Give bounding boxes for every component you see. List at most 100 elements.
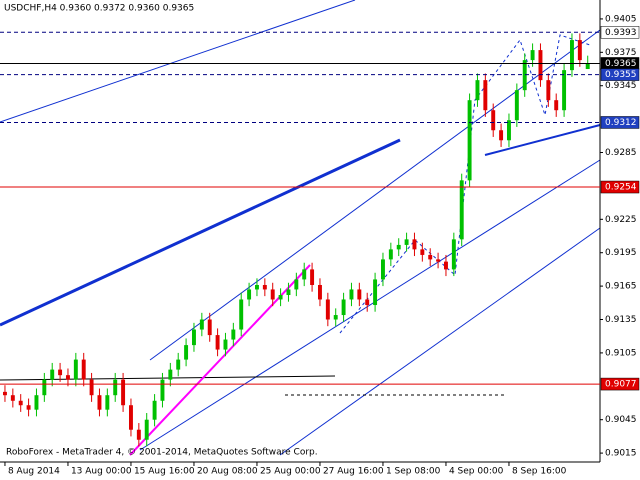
- candle-body: [522, 60, 527, 91]
- channel-line: [139, 159, 601, 451]
- channel-line: [279, 227, 601, 456]
- candle-body: [443, 261, 448, 270]
- y-tick-label: 0.9345: [605, 81, 637, 91]
- candle-body: [239, 299, 244, 330]
- y-tick-label: 0.9105: [605, 348, 637, 358]
- candle-body: [89, 379, 94, 396]
- level-label: 0.9077: [605, 380, 637, 390]
- candle-body: [538, 50, 543, 81]
- candle-body: [420, 249, 425, 255]
- candle-body: [562, 70, 567, 111]
- y-tick-label: 0.9165: [605, 282, 637, 292]
- candle-body: [514, 90, 519, 121]
- y-tick-label: 0.9015: [605, 449, 637, 459]
- candle-body: [121, 379, 126, 406]
- x-tick-label: 4 Sep 00:00: [449, 467, 504, 477]
- level-label-box: [600, 68, 640, 81]
- candle-body: [499, 130, 504, 141]
- candle-body: [451, 239, 456, 270]
- candle-body: [199, 319, 204, 330]
- y-tick-label: 0.9135: [605, 315, 637, 325]
- candle-body: [388, 249, 393, 260]
- candle-body: [483, 80, 488, 111]
- candle-body: [152, 400, 157, 420]
- candle-body: [97, 395, 102, 410]
- level-label: 0.9254: [605, 183, 637, 193]
- candle-body: [396, 244, 401, 250]
- candle-body: [404, 239, 409, 245]
- candle-body: [380, 259, 385, 280]
- candle-body: [58, 369, 63, 376]
- candle-body: [491, 110, 496, 131]
- candle-body: [136, 429, 141, 440]
- candle-body: [223, 339, 228, 350]
- candle-body: [310, 269, 315, 285]
- y-tick-label: 0.9225: [605, 215, 637, 225]
- trend-line: [0, 375, 336, 381]
- level-label: 0.9393: [605, 28, 637, 38]
- trend-line: [0, 138, 401, 327]
- candle-body: [286, 289, 291, 296]
- candle-body: [18, 400, 23, 406]
- candle-body: [113, 379, 118, 396]
- x-tick-label: 27 Aug 16:00: [323, 467, 384, 477]
- y-tick-label: 0.9195: [605, 248, 637, 258]
- candle-body: [128, 405, 133, 430]
- y-tick-label: 0.9045: [605, 415, 637, 425]
- channel-line: [0, 0, 356, 123]
- candle-body: [428, 254, 433, 260]
- candle-body: [569, 40, 574, 71]
- candle-body: [247, 289, 252, 300]
- x-tick-label: 20 Aug 08:00: [197, 467, 258, 477]
- candle-body: [2, 391, 7, 396]
- candle-body: [168, 369, 173, 380]
- candle-body: [357, 289, 362, 300]
- y-tick-label: 0.9375: [605, 48, 637, 58]
- candle-body: [365, 299, 370, 306]
- candle-body: [530, 50, 535, 61]
- candle-body: [176, 359, 181, 370]
- level-label-box: [600, 180, 640, 194]
- candle-body: [349, 289, 354, 300]
- candle-body: [262, 284, 267, 290]
- candle-body: [333, 315, 338, 320]
- level-label-box: [600, 377, 640, 391]
- candle-body: [325, 299, 330, 320]
- candle-body: [42, 379, 47, 396]
- y-tick-label: 0.9285: [605, 148, 637, 158]
- x-tick-label: 25 Aug 00:00: [260, 467, 321, 477]
- candle-body: [373, 279, 378, 306]
- candle-body: [459, 180, 464, 240]
- candle-body: [577, 40, 582, 61]
- candle-body: [341, 299, 346, 316]
- candle-body: [160, 379, 165, 401]
- candle-body: [278, 295, 283, 300]
- candle-body: [144, 419, 149, 440]
- candle-body: [436, 259, 441, 262]
- candle-body: [184, 345, 189, 360]
- candle-body: [546, 80, 551, 101]
- x-tick-label: 1 Sep 08:00: [386, 467, 441, 477]
- x-tick-label: 15 Aug 16:00: [134, 467, 195, 477]
- footer: RoboForex - MetaTrader 4, © 2001-2014, M…: [6, 448, 318, 458]
- candle-body: [506, 120, 511, 141]
- chart-title: USDCHF,H4 0.9360 0.9372 0.9360 0.9365: [4, 4, 194, 14]
- x-tick-label: 8 Aug 2014: [8, 467, 60, 477]
- level-label-box: [600, 116, 640, 129]
- candle-body: [270, 289, 275, 300]
- candle-body: [73, 359, 78, 380]
- candle-body: [191, 329, 196, 346]
- candle-body: [412, 239, 417, 250]
- candle-body: [105, 395, 110, 410]
- x-tick-label: 8 Sep 16:00: [512, 467, 567, 477]
- candle-body: [302, 269, 307, 280]
- candle-body: [467, 100, 472, 181]
- candle-body: [65, 375, 70, 380]
- wave-projection: [339, 34, 591, 334]
- candle-body: [254, 284, 259, 290]
- candle-body: [215, 335, 220, 350]
- level-label: 0.9365: [605, 59, 637, 69]
- x-tick-label: 13 Aug 00:00: [71, 467, 132, 477]
